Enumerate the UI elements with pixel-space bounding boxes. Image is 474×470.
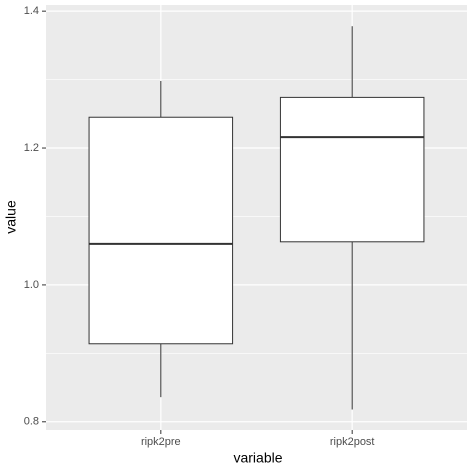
y-tick-label: 1.2	[24, 142, 39, 154]
y-tick-label: 1.0	[24, 279, 39, 291]
y-tick-label: 0.8	[24, 416, 39, 428]
box	[88, 116, 234, 345]
x-tick-label: ripk2post	[330, 436, 375, 448]
box	[279, 96, 425, 243]
y-axis-title: value	[3, 200, 19, 234]
x-axis-title: variable	[233, 450, 282, 466]
y-tick-label: 1.4	[24, 5, 39, 17]
x-tick-label: ripk2pre	[141, 436, 181, 448]
